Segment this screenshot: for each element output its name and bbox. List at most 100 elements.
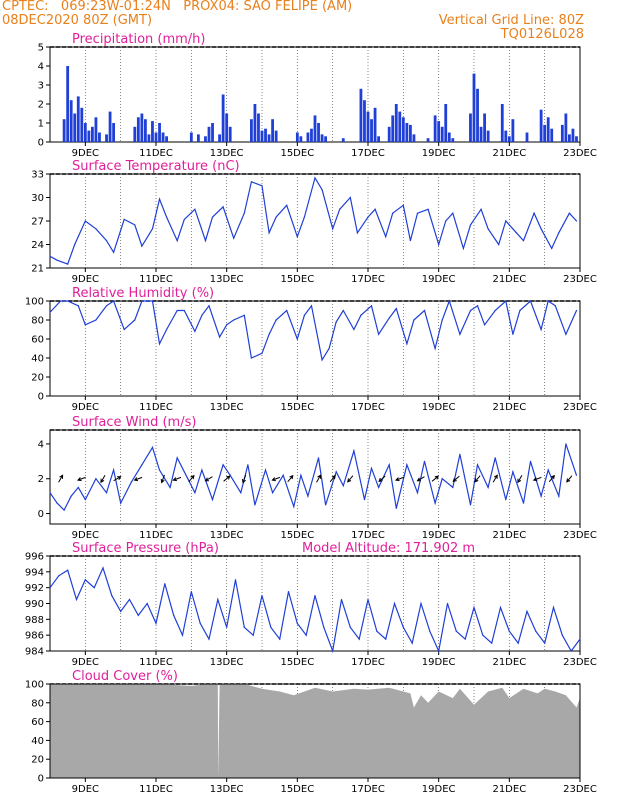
pressure-ytick-label: 994 <box>25 567 44 578</box>
temp-data-point <box>367 216 369 218</box>
pressure-data-point <box>93 587 95 589</box>
wind-data-point <box>293 505 295 508</box>
precip-bar <box>264 128 267 142</box>
wind-arrow-head <box>474 478 479 483</box>
precip-bar <box>387 126 391 142</box>
pressure-data-point <box>446 602 449 605</box>
temp-data-point <box>575 220 578 222</box>
wind-data-point <box>353 450 355 452</box>
wind-data-point <box>505 499 507 501</box>
temp-data-point <box>469 224 472 226</box>
precip-bar <box>405 123 409 142</box>
rh-data-point <box>370 305 373 307</box>
precip-bar <box>144 119 147 142</box>
pressure-ytick-label: 984 <box>25 647 44 658</box>
temp-data-point <box>134 224 136 226</box>
header-run-date: 08DEC2020 80Z (GMT) <box>2 13 153 28</box>
rh-xtick-label: 23DEC <box>563 402 597 413</box>
pressure-data-point <box>128 598 131 601</box>
rh-data-point <box>378 333 380 335</box>
pressure-data-point <box>517 642 519 644</box>
pressure-data-point <box>49 587 51 589</box>
precip-bar <box>112 123 115 142</box>
wind-arrow <box>548 475 555 483</box>
temp-data-point <box>303 216 305 218</box>
rh-ytick-label: 20 <box>31 373 44 384</box>
wind-arrow-head <box>271 477 276 482</box>
rh-title: Relative Humidity (%) <box>72 286 214 301</box>
temp-data-point <box>56 259 58 261</box>
pressure-xtick-label: 9DEC <box>72 657 99 668</box>
pressure-data-point <box>146 602 148 605</box>
pressure-data-point <box>270 626 272 628</box>
pressure-data-point <box>332 650 334 652</box>
rh-data-point <box>353 328 355 331</box>
precip-bar <box>440 126 444 142</box>
pressure-data-point <box>137 614 139 616</box>
wind-ytick-label: 0 <box>38 509 44 520</box>
rh-data-point <box>505 300 507 302</box>
precip-bar <box>412 134 416 142</box>
rh-data-point <box>134 319 136 321</box>
wind-data-point <box>325 504 327 506</box>
rh-data-point <box>395 308 397 310</box>
wind-data-point <box>378 486 380 489</box>
precip-bar <box>98 132 101 142</box>
precip-bar <box>476 88 479 142</box>
precip-bar <box>366 111 370 142</box>
wind-arrow-head <box>394 477 400 482</box>
precip-bar <box>105 134 108 142</box>
temp-title: Surface Temperature (nC) <box>72 159 240 174</box>
rh-data-point <box>469 309 472 312</box>
rh-data-point <box>275 319 277 321</box>
cloud-xtick-label: 17DEC <box>351 784 385 795</box>
precip-bar <box>253 104 257 142</box>
precip-bar <box>575 136 578 142</box>
precip-bar <box>511 119 515 142</box>
pressure-data-point <box>226 626 228 628</box>
precip-xtick-label: 23DEC <box>563 148 597 159</box>
temp-data-point <box>176 239 178 242</box>
wind-arrow <box>431 475 439 482</box>
wind-arrow-head <box>160 478 165 484</box>
precip-bar <box>62 119 66 142</box>
wind-data-point <box>540 495 542 497</box>
pressure-data-point <box>464 638 466 640</box>
precip-bar <box>295 132 299 142</box>
wind-arrow-head <box>190 474 195 480</box>
rh-data-point <box>512 333 514 335</box>
cloud-ytick-label: 40 <box>31 736 44 747</box>
pressure-data-point <box>508 630 510 632</box>
rh-data-point <box>158 343 161 345</box>
temp-data-point <box>568 212 571 214</box>
temp-data-point <box>349 196 351 199</box>
precip-ytick-label: 3 <box>38 81 44 92</box>
temp-data-point <box>211 216 214 218</box>
wind-ytick-label: 2 <box>38 474 44 485</box>
pressure-data-point <box>75 598 78 601</box>
rh-data-point <box>310 305 313 307</box>
rh-ytick-label: 0 <box>38 392 44 403</box>
rh-data-point <box>565 333 567 335</box>
wind-arrow <box>378 475 386 482</box>
wind-data-point <box>459 453 461 455</box>
rh-data-point <box>342 309 344 312</box>
temp-data-point <box>551 247 553 250</box>
wind-data-point <box>254 504 256 506</box>
wind-xtick-label: 11DEC <box>139 530 173 541</box>
rh-data-point <box>105 305 108 307</box>
cloud-ytick-label: 60 <box>31 717 44 728</box>
temp-data-point <box>427 208 429 210</box>
wind-arrow <box>205 476 213 482</box>
precip-bar <box>507 136 511 142</box>
rh-data-point <box>321 359 323 361</box>
temp-data-point <box>498 243 500 246</box>
pressure-data-point <box>234 579 237 581</box>
wind-arrow-head <box>133 477 139 482</box>
pressure-data-point <box>393 602 396 605</box>
precip-ytick-label: 1 <box>38 119 44 130</box>
wind-xtick-label: 21DEC <box>492 530 526 541</box>
precip-bar <box>401 117 405 142</box>
pressure-xtick-label: 23DEC <box>563 657 597 668</box>
